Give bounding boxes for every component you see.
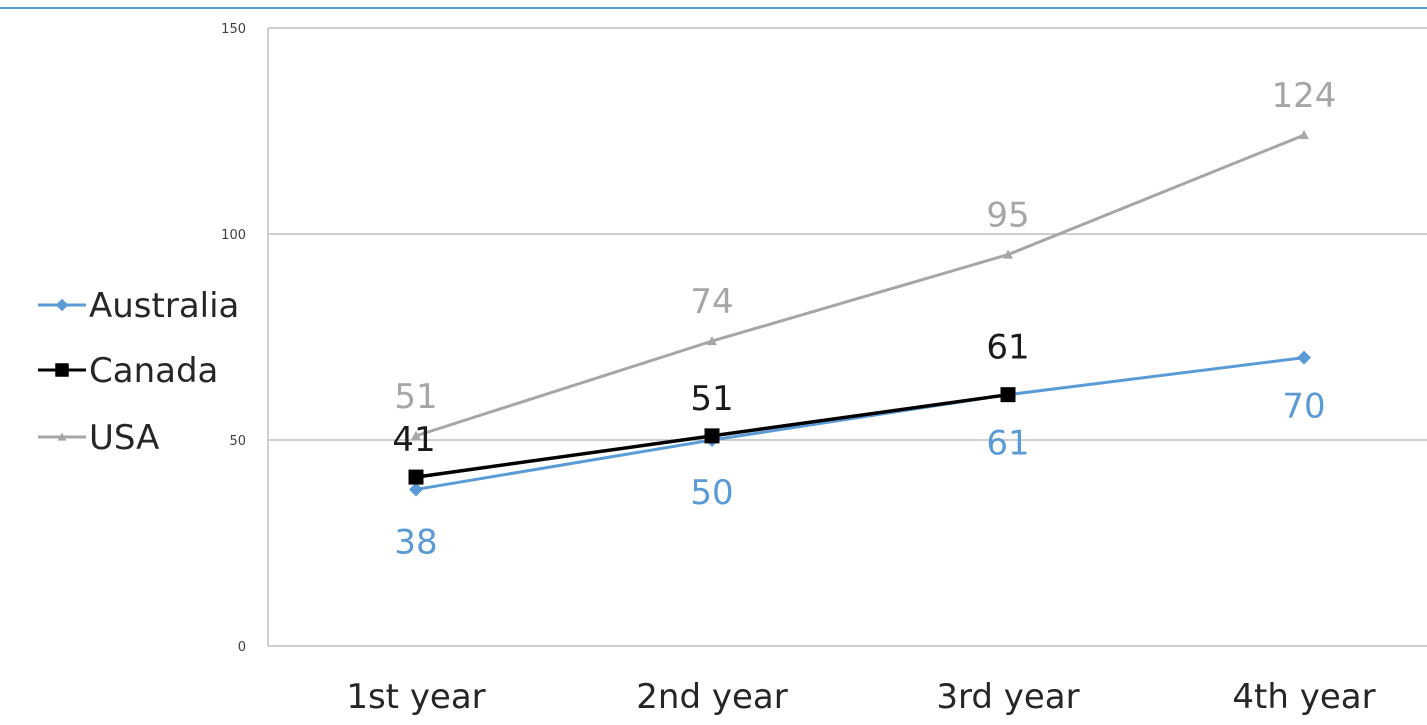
data-label-canada-2nd-year: 51 bbox=[690, 379, 733, 419]
x-tick-label-1st-year: 1st year bbox=[346, 677, 485, 717]
data-label-usa-1st-year: 51 bbox=[394, 377, 437, 417]
point-canada-1st-year bbox=[408, 469, 424, 485]
data-label-usa-4th-year: 124 bbox=[1272, 76, 1337, 116]
x-tick-label-3rd-year: 3rd year bbox=[936, 677, 1079, 717]
legend-item-usa: USA bbox=[38, 418, 159, 458]
grid-layer bbox=[268, 27, 1427, 441]
point-australia-4th-year bbox=[1297, 350, 1311, 365]
data-label-australia-1st-year: 38 bbox=[394, 522, 437, 562]
legend-label-canada: Canada bbox=[89, 351, 218, 391]
point-usa-4th-year bbox=[1299, 130, 1309, 140]
data-label-australia-2nd-year: 50 bbox=[690, 473, 733, 513]
data-label-usa-3rd-year: 95 bbox=[986, 196, 1029, 236]
point-canada-3rd-year bbox=[1000, 387, 1016, 403]
y-tick-label-150: 150 bbox=[221, 22, 246, 37]
legend-item-australia: Australia bbox=[38, 286, 239, 326]
y-tick-label-0: 0 bbox=[238, 640, 246, 655]
x-tick-label-2nd-year: 2nd year bbox=[636, 677, 787, 717]
axis-layer: 0 50 100 150 1st year 2nd year 3rd year 4th yea… bbox=[221, 22, 1427, 717]
data-label-australia-4th-year: 70 bbox=[1282, 387, 1325, 427]
data-label-australia-3rd-year: 61 bbox=[986, 424, 1029, 464]
series-line-australia bbox=[415, 356, 1305, 491]
legend-label-australia: Australia bbox=[89, 286, 239, 326]
legend-marker-canada bbox=[55, 363, 69, 377]
point-australia-1st-year bbox=[409, 482, 423, 497]
legend-item-canada: Canada bbox=[38, 351, 218, 391]
legend-marker-usa bbox=[57, 432, 67, 441]
legend: Australia Canada USA bbox=[38, 286, 239, 458]
data-label-canada-3rd-year: 61 bbox=[986, 328, 1029, 368]
x-tick-label-4th-year: 4th year bbox=[1232, 677, 1375, 717]
top-rule bbox=[0, 7, 1427, 9]
point-canada-2nd-year bbox=[704, 428, 720, 444]
series-line-usa bbox=[415, 133, 1305, 438]
y-tick-label-100: 100 bbox=[221, 228, 246, 243]
series-layer bbox=[408, 130, 1311, 497]
point-usa-1st-year bbox=[411, 430, 421, 440]
legend-label-usa: USA bbox=[89, 418, 159, 458]
point-usa-2nd-year bbox=[707, 336, 717, 346]
point-usa-3rd-year bbox=[1003, 249, 1013, 259]
y-tick-label-50: 50 bbox=[229, 434, 246, 449]
legend-marker-australia bbox=[55, 298, 69, 312]
data-label-usa-2nd-year: 74 bbox=[690, 282, 733, 322]
data-label-canada-1st-year: 41 bbox=[392, 420, 435, 460]
